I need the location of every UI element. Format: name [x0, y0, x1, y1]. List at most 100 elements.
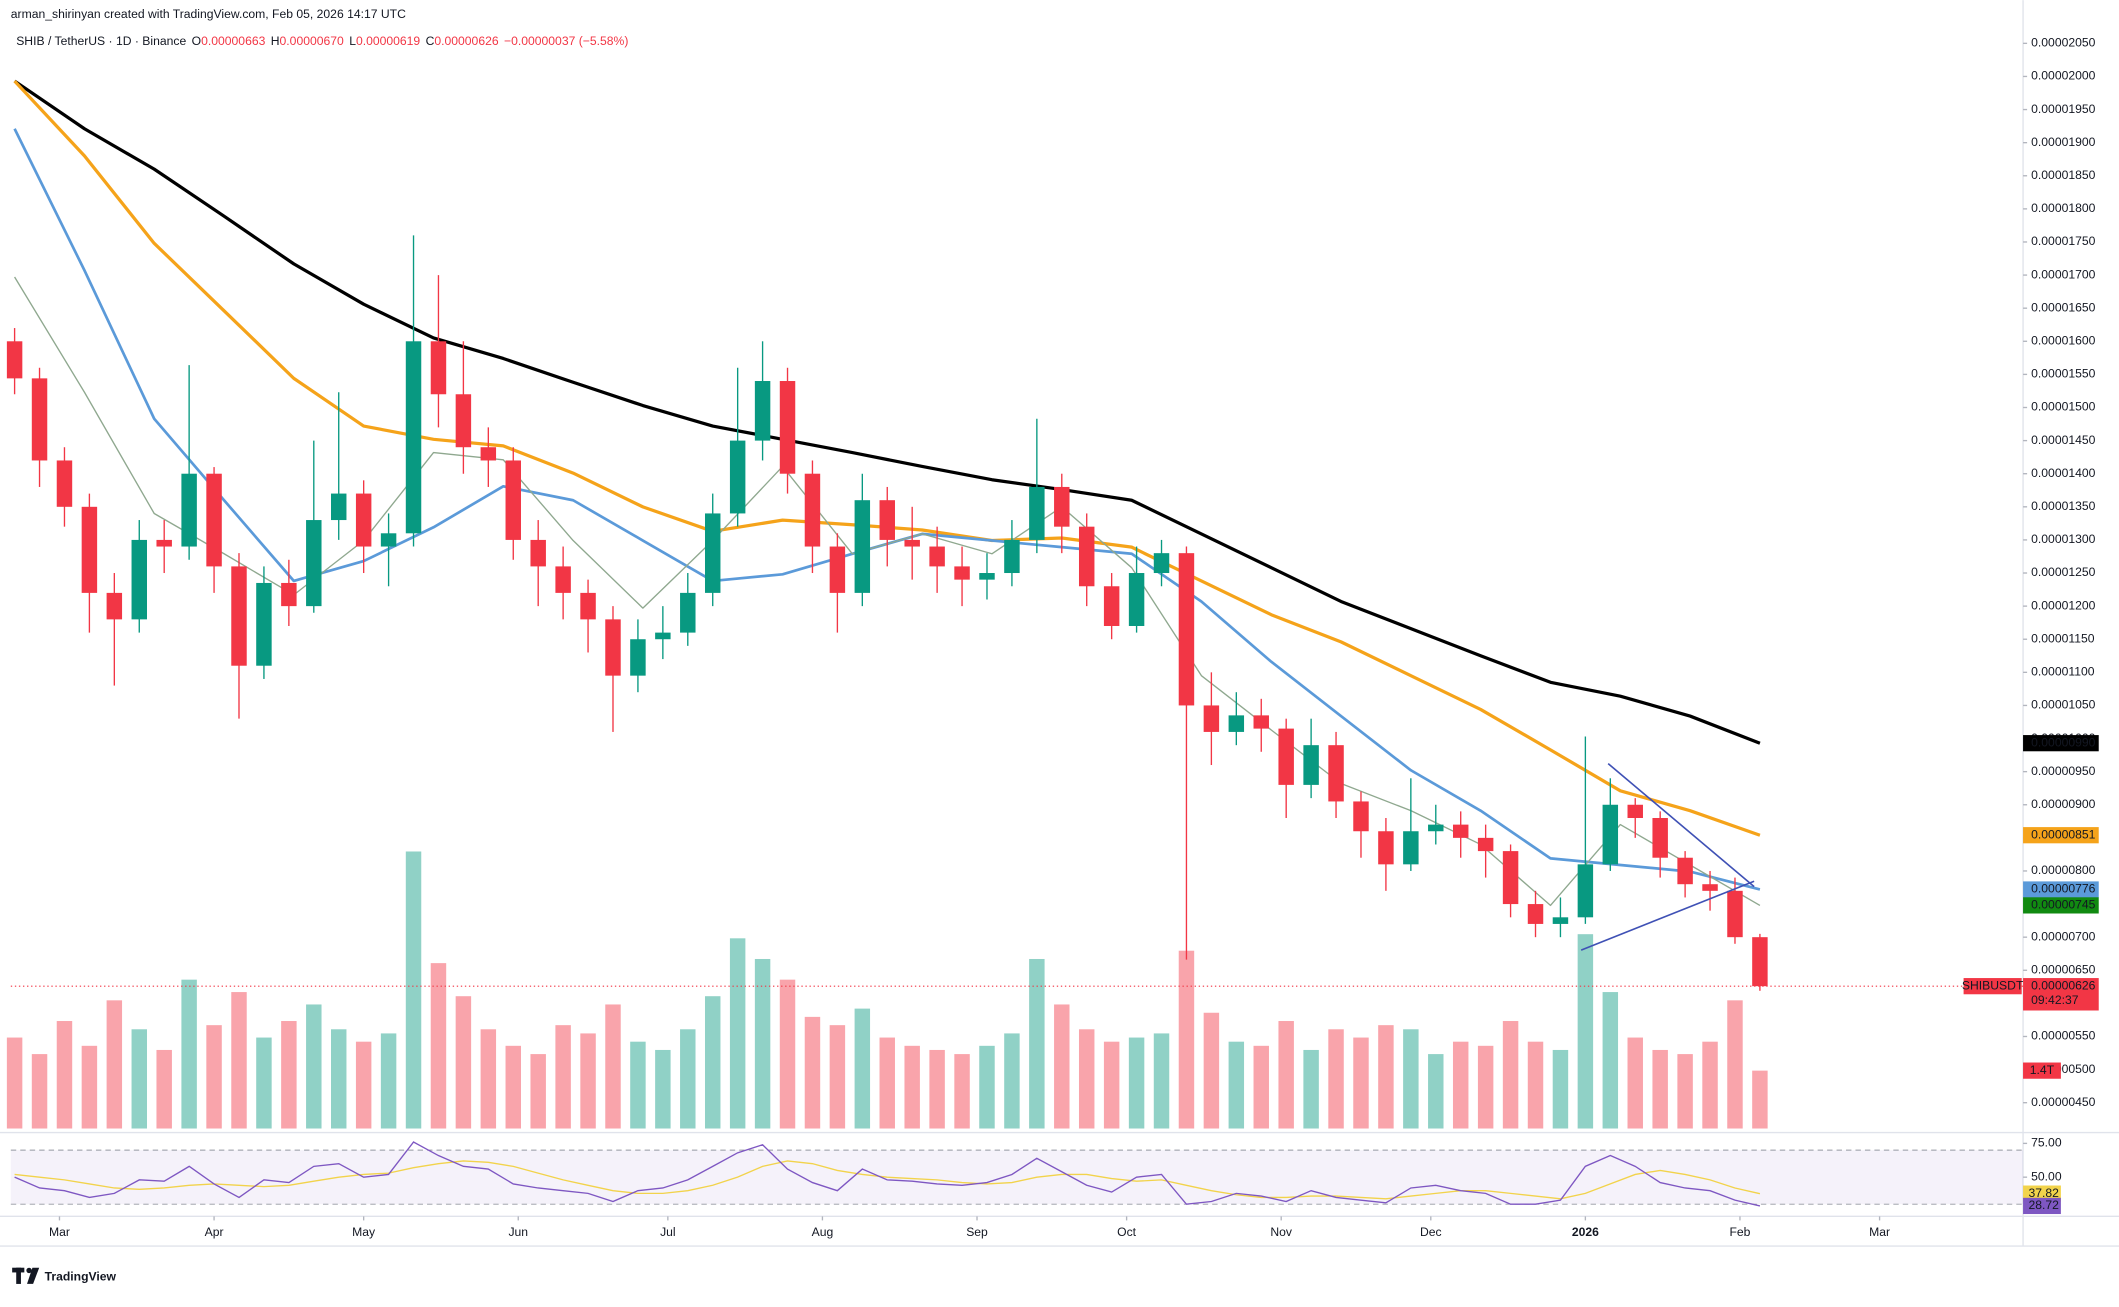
candle-body: [580, 592, 596, 620]
y-tick-label: 0.00000900: [2031, 797, 2095, 811]
candle-body: [31, 378, 48, 461]
volume-bar: [1228, 1041, 1245, 1129]
ohlc-value: 0.00000619: [356, 34, 420, 48]
volume-bar: [405, 851, 422, 1129]
author-line: arman_shirinyan created with TradingView…: [11, 7, 406, 21]
volume-bar: [1627, 1037, 1643, 1129]
candle-body: [156, 539, 172, 547]
volume-bar: [1502, 1021, 1519, 1129]
volume-bar: [380, 1033, 397, 1129]
candle-body: [1128, 573, 1145, 626]
x-tick-label: 2026: [1572, 1225, 1599, 1239]
y-tick-label: 0.00001450: [2031, 433, 2095, 447]
volume-bar: [1029, 958, 1045, 1129]
ohlc-key: H: [271, 34, 280, 48]
candle-body: [56, 460, 73, 507]
candle-body: [1527, 904, 1544, 924]
volume-bar: [1004, 1033, 1020, 1129]
countdown: 09:42:37: [2031, 993, 2079, 1007]
y-tick-label: 0.00001350: [2031, 499, 2095, 513]
volume-bar: [1253, 1045, 1269, 1129]
candle-body: [804, 473, 821, 547]
candle-body: [281, 582, 297, 607]
volume-bar: [1677, 1054, 1693, 1129]
volume-bar: [605, 1004, 621, 1129]
logo-text: TradingView: [45, 1269, 117, 1283]
candle-body: [1153, 553, 1170, 574]
candle-body: [206, 473, 222, 567]
candle-body: [680, 592, 696, 633]
volume-bar: [231, 992, 247, 1129]
x-tick-label: Dec: [1420, 1225, 1442, 1239]
volume-bar: [1203, 1012, 1220, 1129]
volume-bar: [355, 1041, 372, 1129]
y-tick-label: 0.00002000: [2031, 69, 2095, 83]
volume-bar: [680, 1029, 696, 1129]
volume-bar: [754, 958, 771, 1129]
x-tick-label: Jul: [660, 1225, 676, 1239]
volume-bar: [505, 1045, 521, 1129]
candle-body: [1303, 745, 1319, 785]
volume-bar: [6, 1037, 23, 1129]
rsi-label: 28.72: [2028, 1198, 2059, 1212]
candle-body: [505, 460, 521, 540]
volume-bar: [106, 1000, 123, 1129]
volume-bar: [1702, 1041, 1718, 1129]
candle-body: [1428, 824, 1444, 832]
symbol-legend: SHIB / TetherUS · 1D · Binance O0.0000066…: [16, 34, 628, 48]
candle-body: [954, 566, 970, 580]
y-tick-label: 0.00001850: [2031, 168, 2095, 182]
volume-bar: [1577, 934, 1594, 1129]
x-tick-label: Jun: [508, 1225, 528, 1239]
candle-body: [829, 546, 846, 593]
rsi-ma-label-bg: [2023, 1185, 2061, 1202]
volume-bar: [854, 1008, 871, 1129]
volume-bar: [1103, 1041, 1120, 1129]
y-tick-label: 0.00001200: [2031, 598, 2095, 612]
x-tick-label: May: [352, 1225, 376, 1239]
y-tick-label: 0.00001300: [2031, 532, 2095, 546]
volume-bar: [206, 1025, 222, 1129]
volume-bar: [929, 1049, 945, 1129]
volume-bar: [1054, 1004, 1070, 1129]
volume-bar: [156, 1049, 172, 1129]
y-tick-label: 0.00000450: [2031, 1095, 2095, 1109]
volume-bar: [1303, 1049, 1319, 1129]
volume-bar: [1452, 1041, 1469, 1129]
y-tick-label: 0.00000700: [2031, 929, 2095, 943]
candle-body: [1652, 817, 1668, 858]
logo: TradingView: [12, 1267, 117, 1284]
candle-body: [405, 341, 422, 534]
y-tick-label: 0.00001100: [2031, 665, 2095, 679]
candle-body: [430, 341, 447, 395]
candle-body: [1054, 486, 1070, 527]
y-tick-label: 0.00001750: [2031, 234, 2095, 248]
candle-body: [655, 632, 671, 640]
candle-body: [854, 500, 871, 593]
ma-label: 0.00000851: [2031, 827, 2095, 841]
trendline: [1580, 880, 1755, 951]
y-tick-label: 0.00000650: [2031, 962, 2095, 976]
logo-shape: [27, 1267, 40, 1284]
x-tick-label: Mar: [49, 1225, 70, 1239]
candle-body: [181, 473, 197, 547]
x-tick-label: Mar: [1869, 1225, 1890, 1239]
y-tick-label: 0.00001400: [2031, 466, 2095, 480]
y-tick-label: 0.00001600: [2031, 334, 2095, 348]
volume-bar: [1278, 1021, 1294, 1129]
candle-body: [630, 639, 646, 676]
candle-body: [530, 539, 546, 567]
candle-body: [1577, 864, 1594, 918]
volume-bar: [331, 1029, 347, 1129]
candle-body: [1203, 705, 1220, 732]
candle-body: [1328, 745, 1344, 802]
volume-bar: [1128, 1037, 1145, 1129]
y-tick-label: 0.00001250: [2031, 565, 2095, 579]
volume-bar: [31, 1054, 48, 1129]
candle-body: [355, 493, 372, 547]
volume-bar: [729, 938, 746, 1129]
ma-label: 0.00000776: [2031, 882, 2095, 896]
candle-body: [605, 619, 621, 676]
